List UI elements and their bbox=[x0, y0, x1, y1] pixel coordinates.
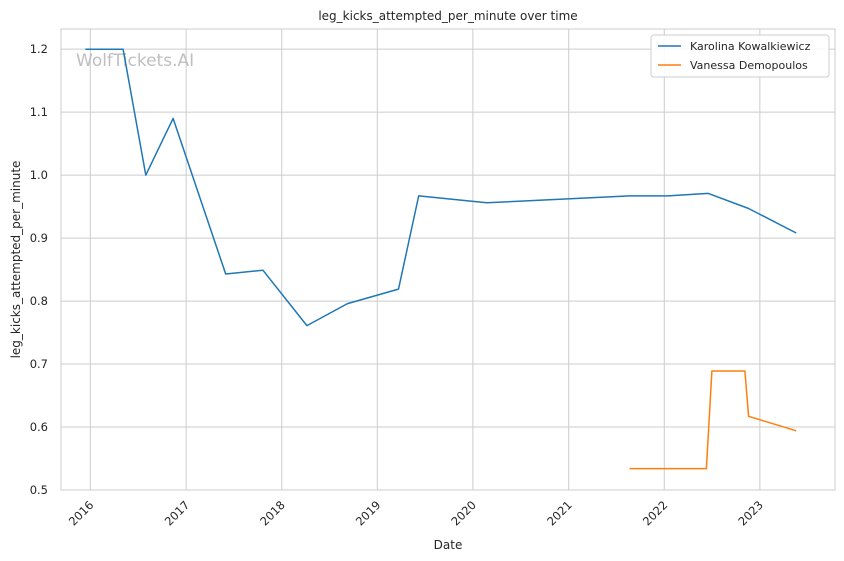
series-line-vanessa bbox=[629, 370, 797, 470]
y-tick-label: 0.7 bbox=[30, 357, 48, 371]
y-tick-label: 1.2 bbox=[30, 42, 48, 56]
y-axis-title: leg_kicks_attempted_per_minute bbox=[9, 161, 23, 359]
y-tick-labels: 0.5 0.6 0.7 0.8 0.9 1.0 1.1 1.2 bbox=[30, 42, 48, 497]
legend-label-vanessa: Vanessa Demopoulos bbox=[690, 59, 808, 72]
y-tick-label: 0.9 bbox=[30, 231, 48, 245]
y-tick-label: 0.8 bbox=[30, 294, 48, 308]
y-tick-label: 1.1 bbox=[30, 105, 48, 119]
legend-box bbox=[650, 34, 830, 78]
grid-lines bbox=[61, 29, 835, 491]
plot-area bbox=[60, 28, 836, 491]
legend: Karolina Kowalkiewicz Vanessa Demopoulos bbox=[650, 34, 830, 78]
y-tick-label: 0.6 bbox=[30, 420, 48, 434]
x-axis-title: Date bbox=[434, 538, 463, 552]
legend-label-karolina: Karolina Kowalkiewicz bbox=[690, 40, 811, 53]
watermark: WolfTickets.AI bbox=[76, 51, 194, 71]
series-lines bbox=[85, 48, 797, 470]
y-tick-label: 0.5 bbox=[30, 483, 48, 497]
y-tick-label: 1.0 bbox=[30, 168, 48, 182]
series-line-karolina bbox=[85, 48, 797, 327]
chart-title: leg_kicks_attempted_per_minute over time bbox=[318, 9, 577, 23]
